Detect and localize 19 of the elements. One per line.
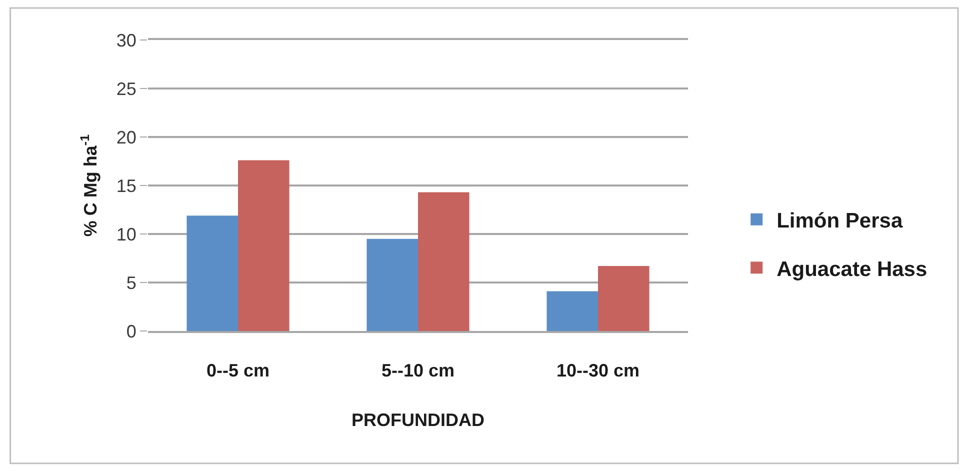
x-tick-label: 10--30 cm bbox=[556, 360, 640, 380]
bar bbox=[186, 216, 238, 331]
y-tick-label: 20 bbox=[116, 127, 136, 148]
bar bbox=[546, 291, 598, 331]
y-tick-label: 5 bbox=[126, 272, 136, 293]
y-tick-label: 15 bbox=[116, 176, 136, 196]
x-tick-label: 0--5 cm bbox=[206, 360, 270, 380]
y-tick-label: 25 bbox=[116, 78, 136, 99]
bar bbox=[238, 160, 290, 331]
bar bbox=[598, 266, 650, 331]
x-tick-label: 5--10 cm bbox=[381, 360, 455, 380]
x-axis-title: PROFUNDIDAD bbox=[352, 410, 484, 430]
y-tick-label: 10 bbox=[116, 224, 136, 244]
y-tick-label: 30 bbox=[116, 30, 136, 50]
y-tick-label: 0 bbox=[126, 321, 136, 342]
legend-label: Aguacate Hass bbox=[776, 258, 928, 281]
bar bbox=[418, 192, 470, 331]
legend-label: Limón Persa bbox=[776, 210, 903, 233]
bar bbox=[366, 238, 418, 331]
